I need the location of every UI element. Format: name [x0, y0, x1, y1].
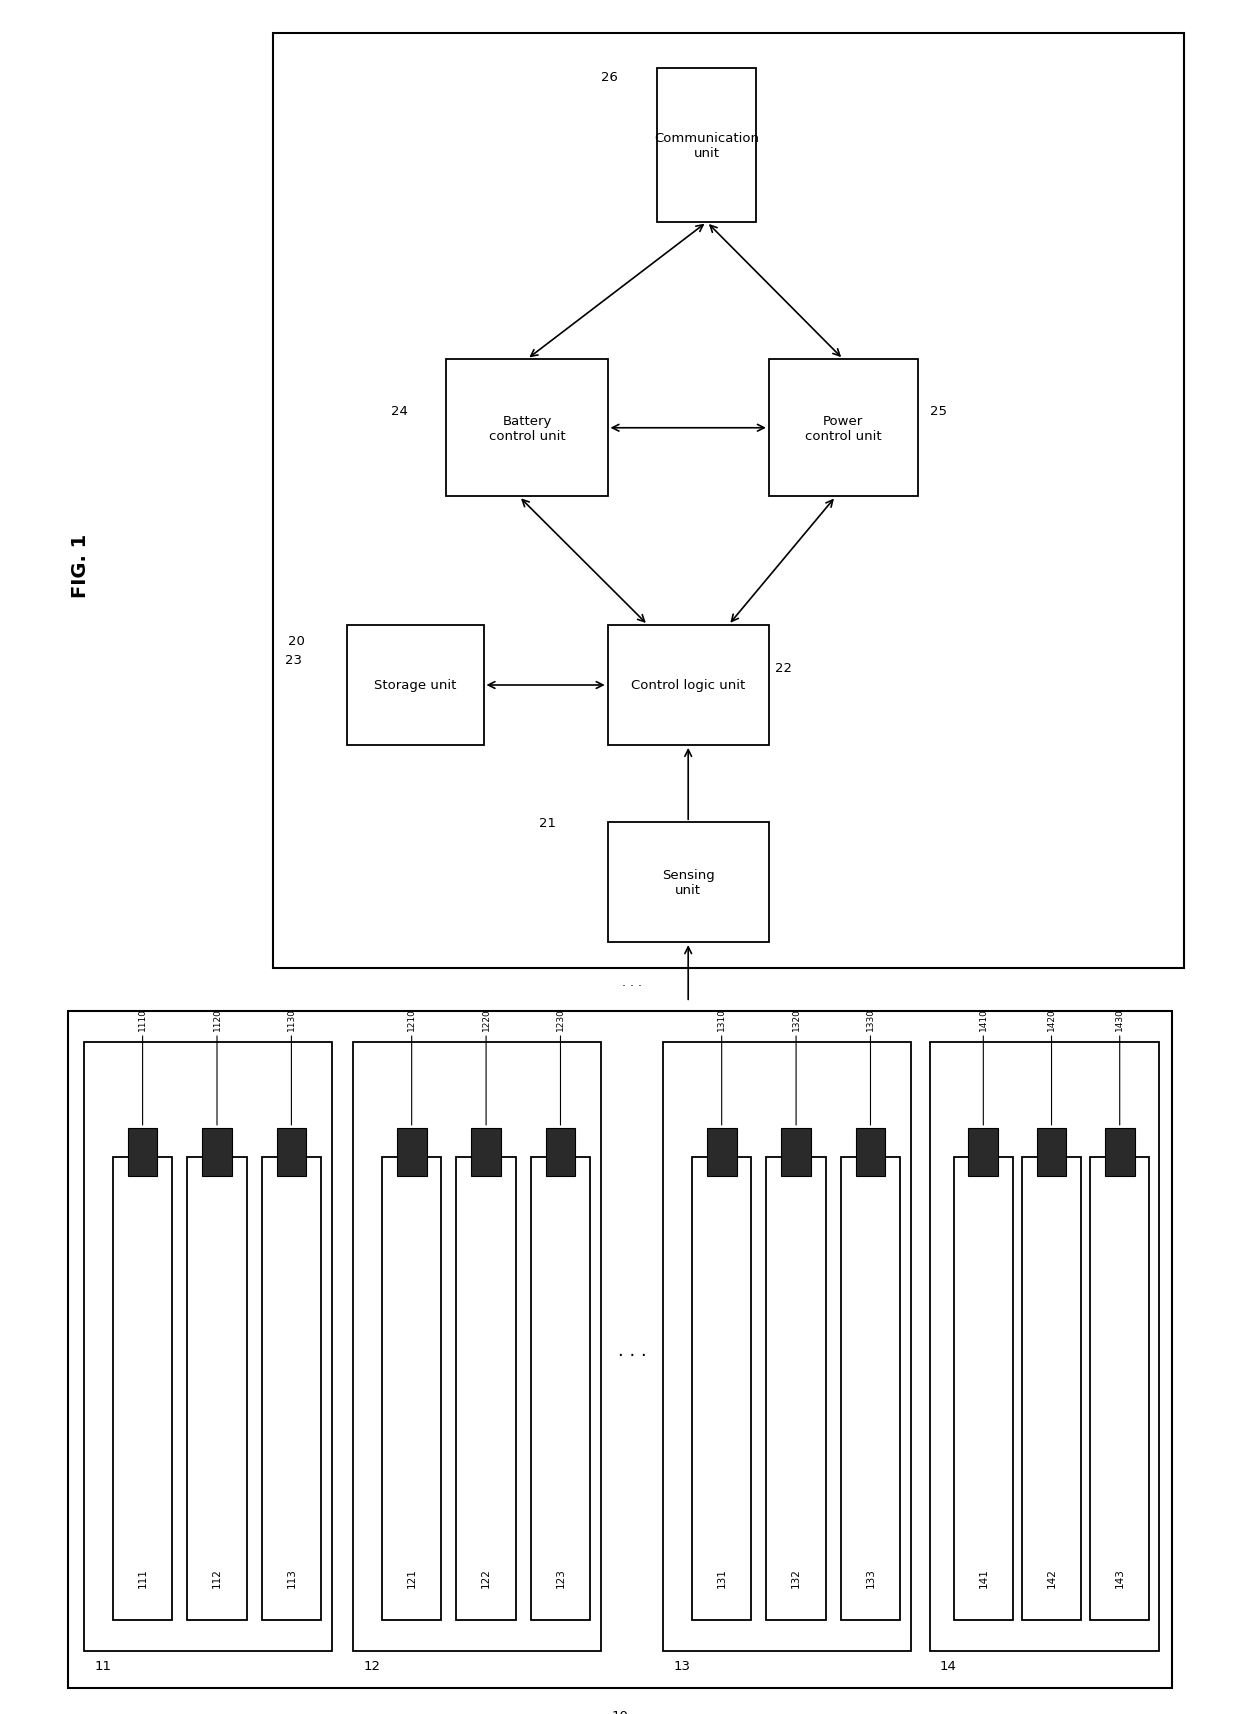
Bar	[1037, 1128, 1066, 1176]
Text: 131: 131	[717, 1567, 727, 1587]
Bar	[608, 823, 769, 943]
Text: FIG. 1: FIG. 1	[71, 533, 91, 598]
Text: 10: 10	[611, 1709, 629, 1714]
Text: 1430: 1430	[1115, 1008, 1125, 1030]
Bar	[663, 1042, 911, 1651]
Text: 22: 22	[775, 662, 792, 675]
Text: 111: 111	[138, 1567, 148, 1587]
Text: 141: 141	[978, 1567, 988, 1587]
Text: 1320: 1320	[791, 1008, 801, 1030]
Text: 123: 123	[556, 1567, 565, 1587]
Text: 1130: 1130	[286, 1008, 296, 1030]
Bar	[277, 1128, 306, 1176]
Text: 11: 11	[94, 1659, 112, 1673]
Text: Control logic unit: Control logic unit	[631, 679, 745, 692]
Text: Storage unit: Storage unit	[374, 679, 456, 692]
Bar	[397, 1128, 427, 1176]
Text: 14: 14	[940, 1659, 957, 1673]
Bar	[1105, 1128, 1135, 1176]
Text: 25: 25	[930, 405, 947, 418]
Bar	[113, 1157, 172, 1620]
Bar	[187, 1157, 247, 1620]
Bar	[1090, 1157, 1149, 1620]
Bar	[546, 1128, 575, 1176]
Bar	[273, 34, 1184, 968]
Text: 23: 23	[285, 653, 303, 667]
Text: Communication
unit: Communication unit	[655, 132, 759, 159]
Text: 20: 20	[288, 634, 305, 648]
Text: 143: 143	[1115, 1567, 1125, 1587]
Text: 24: 24	[391, 405, 408, 418]
Bar	[68, 1011, 1172, 1688]
Bar	[353, 1042, 601, 1651]
Text: 1220: 1220	[481, 1008, 491, 1030]
Text: 1310: 1310	[717, 1008, 727, 1030]
Text: 122: 122	[481, 1567, 491, 1587]
Text: 1420: 1420	[1047, 1008, 1056, 1030]
Text: 132: 132	[791, 1567, 801, 1587]
Text: 133: 133	[866, 1567, 875, 1587]
Bar	[781, 1128, 811, 1176]
Bar	[968, 1128, 998, 1176]
Text: 1410: 1410	[978, 1008, 988, 1030]
Text: 26: 26	[601, 70, 619, 84]
Bar	[769, 360, 918, 497]
Bar	[954, 1157, 1013, 1620]
Bar	[930, 1042, 1159, 1651]
Text: Power
control unit: Power control unit	[805, 415, 882, 442]
Text: . . .: . . .	[618, 1340, 647, 1359]
Bar	[128, 1128, 157, 1176]
Bar	[347, 626, 484, 746]
Bar	[262, 1157, 321, 1620]
Bar	[657, 69, 756, 223]
Bar	[692, 1157, 751, 1620]
Bar	[456, 1157, 516, 1620]
Bar	[446, 360, 608, 497]
Text: 113: 113	[286, 1567, 296, 1587]
Text: 112: 112	[212, 1567, 222, 1587]
Bar	[841, 1157, 900, 1620]
Bar	[856, 1128, 885, 1176]
Bar	[471, 1128, 501, 1176]
Text: 1330: 1330	[866, 1008, 875, 1030]
Bar	[1022, 1157, 1081, 1620]
Text: 1120: 1120	[212, 1008, 222, 1030]
Bar	[608, 626, 769, 746]
Text: 12: 12	[363, 1659, 381, 1673]
Bar	[84, 1042, 332, 1651]
Text: 142: 142	[1047, 1567, 1056, 1587]
Text: 1110: 1110	[138, 1008, 148, 1030]
Text: 121: 121	[407, 1567, 417, 1587]
Bar	[382, 1157, 441, 1620]
Text: Sensing
unit: Sensing unit	[662, 869, 714, 896]
Bar	[531, 1157, 590, 1620]
Text: . . .: . . .	[622, 975, 642, 989]
Text: 1210: 1210	[407, 1008, 417, 1030]
Text: 1230: 1230	[556, 1008, 565, 1030]
Text: 13: 13	[673, 1659, 691, 1673]
Bar	[707, 1128, 737, 1176]
Bar	[202, 1128, 232, 1176]
Text: 21: 21	[539, 816, 557, 830]
Bar	[766, 1157, 826, 1620]
Text: Battery
control unit: Battery control unit	[489, 415, 565, 442]
